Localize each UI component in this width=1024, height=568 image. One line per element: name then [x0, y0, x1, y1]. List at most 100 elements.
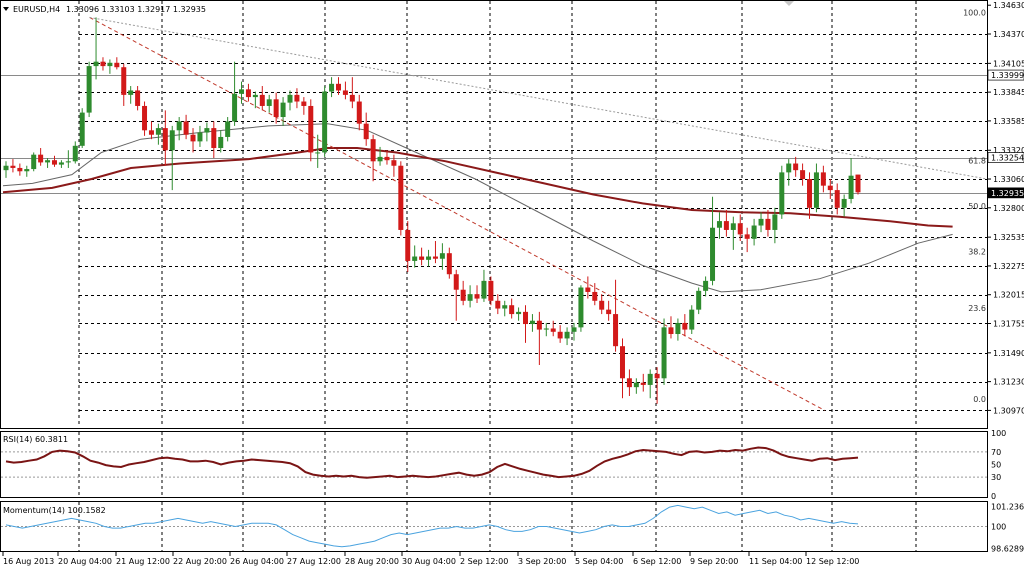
- candle-body: [703, 280, 709, 291]
- candle: [183, 114, 189, 140]
- candle: [370, 134, 376, 182]
- candle: [322, 86, 328, 157]
- candle-body: [654, 373, 660, 379]
- candle-body: [723, 221, 729, 230]
- candle-body: [460, 289, 466, 301]
- candle: [841, 194, 847, 217]
- fib-label: 23.6: [968, 304, 986, 313]
- candle-body: [599, 300, 605, 310]
- candle-body: [148, 130, 154, 135]
- candle: [349, 77, 355, 109]
- time-label: 11 Sep 04:00: [749, 557, 802, 566]
- candle: [287, 90, 293, 111]
- candle-body: [495, 300, 501, 309]
- candle: [405, 221, 411, 273]
- candle-body: [273, 99, 279, 118]
- candle-body: [45, 160, 51, 163]
- rsi-panel[interactable]: [0, 431, 988, 498]
- candle: [710, 196, 716, 286]
- grid: [78, 1, 987, 551]
- candle: [626, 369, 632, 397]
- candle: [204, 122, 210, 142]
- candle-body: [529, 320, 535, 325]
- candle-body: [10, 165, 16, 168]
- momentum-tick-label: 98.6289: [991, 545, 1024, 554]
- candle-body: [626, 378, 632, 388]
- candle: [245, 83, 251, 102]
- candle: [93, 17, 99, 80]
- candle-body: [523, 311, 529, 325]
- candle: [121, 63, 127, 106]
- price-tick-label: 1.34630: [993, 1, 1024, 10]
- candle-body: [356, 101, 362, 124]
- candle: [772, 207, 778, 244]
- candle: [398, 161, 404, 236]
- price-tick-label: 1.31490: [993, 349, 1024, 358]
- candle: [730, 216, 736, 250]
- candle: [148, 121, 154, 140]
- candle: [682, 314, 688, 337]
- candle-body: [751, 225, 757, 239]
- candle-body: [419, 256, 425, 260]
- candle: [273, 92, 279, 124]
- price-tick-label: 1.31755: [993, 319, 1024, 328]
- candle: [31, 152, 37, 172]
- candle: [51, 155, 57, 167]
- price-marker-label: 1.33999: [991, 71, 1024, 80]
- candle-body: [855, 174, 861, 193]
- candle: [606, 300, 612, 321]
- candle-body: [481, 280, 487, 299]
- candle-body: [176, 121, 182, 131]
- candle-body: [474, 294, 480, 299]
- candle: [668, 316, 674, 339]
- candle-body: [827, 185, 833, 191]
- candle-body: [647, 373, 653, 385]
- candle-body: [592, 291, 598, 301]
- momentum-tick-label: 101.2366: [991, 502, 1024, 511]
- candle: [86, 61, 92, 118]
- candle: [218, 130, 224, 153]
- candle: [197, 125, 203, 147]
- price-axis: 1.34630 1.34370 1.34105 1.33845 1.33585 1.333…: [987, 1, 1024, 415]
- candle: [793, 156, 799, 177]
- candle: [536, 311, 542, 366]
- candle: [744, 227, 750, 253]
- candle: [412, 245, 418, 268]
- candle: [460, 280, 466, 306]
- candle-body: [377, 156, 383, 162]
- candle: [72, 141, 78, 164]
- candle: [155, 123, 161, 145]
- time-label: 2 Sep 12:00: [460, 557, 508, 566]
- price-marker-label: 1.33254: [991, 154, 1024, 163]
- price-marker-label: 1.32935: [991, 189, 1024, 198]
- candle-body: [38, 154, 44, 163]
- candle-body: [114, 62, 120, 68]
- candle-body: [259, 94, 265, 106]
- shift-marker-icon[interactable]: [784, 1, 794, 6]
- candle: [79, 108, 85, 149]
- candle: [211, 121, 217, 158]
- candle-body: [287, 94, 293, 103]
- candle-body: [107, 62, 113, 67]
- candle-body: [322, 91, 328, 153]
- candle: [239, 81, 245, 104]
- candle: [571, 322, 577, 341]
- candle-body: [405, 229, 411, 261]
- candle: [647, 369, 653, 399]
- candle: [38, 148, 44, 166]
- candle-body: [308, 105, 314, 153]
- price-tick-label: 1.33060: [993, 175, 1024, 184]
- candle: [786, 159, 792, 186]
- candle-body: [17, 167, 23, 172]
- candle: [266, 94, 272, 113]
- candle-body: [536, 320, 542, 330]
- dropdown-arrow-icon[interactable]: [3, 7, 9, 11]
- candle-body: [329, 83, 335, 92]
- candle-body: [72, 145, 78, 162]
- trend-lines: [89, 16, 988, 411]
- candle-body: [564, 331, 570, 339]
- candle-body: [266, 99, 272, 106]
- candle-body: [550, 328, 556, 332]
- price-panel[interactable]: [0, 0, 988, 429]
